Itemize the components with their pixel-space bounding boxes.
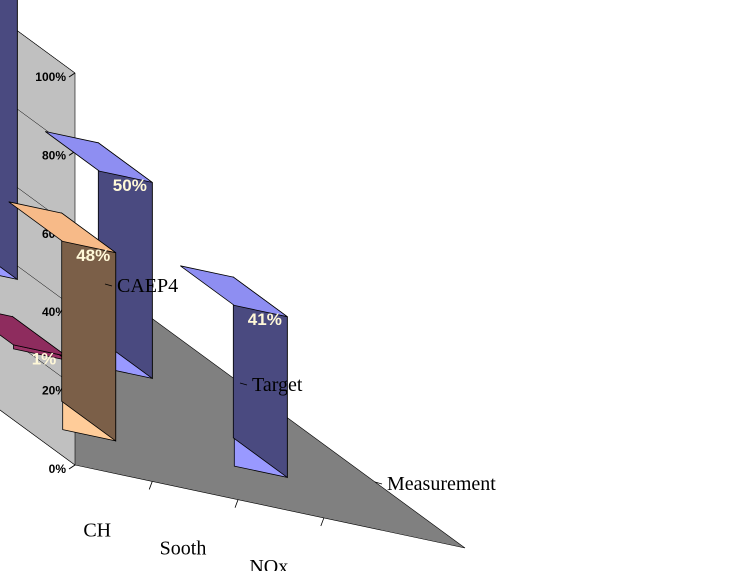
bar-ch-measurement-top — [8, 201, 116, 254]
series-label-target: Target — [252, 374, 303, 396]
bar-ch-measurement — [8, 201, 117, 442]
value-labels: 100%90%100%90%1%50%48%41% — [32, 176, 282, 369]
category-label-sooth: Sooth — [160, 538, 207, 560]
y-tick-label: 0% — [49, 462, 67, 476]
bar-sooth-target — [0, 313, 67, 361]
bar-nox-target-top — [45, 131, 153, 183]
series-tick — [239, 382, 248, 386]
y-tick — [68, 464, 76, 470]
bars — [0, 0, 288, 479]
x-tick — [320, 517, 325, 527]
category-labels: CH Sooth NOx Measurement Target CAEP4 — [83, 275, 496, 571]
bar-ch-measurement-label: 48% — [76, 246, 110, 265]
category-label-ch: CH — [83, 519, 111, 541]
category-label-nox: NOx — [249, 556, 288, 571]
bar-nox-measurement-label: 41% — [248, 310, 282, 329]
y-axis-ticks: 0%20%40%60%80%100% — [35, 70, 76, 476]
y-tick-label: 80% — [42, 148, 66, 162]
bar-sooth-target-top — [0, 313, 67, 357]
y-tick — [68, 72, 76, 78]
bar-nox-measurement — [180, 265, 288, 479]
bar-nox-caep4-side — [0, 0, 18, 281]
y-tick-label: 20% — [42, 384, 66, 398]
series-label-caep4: CAEP4 — [117, 275, 178, 297]
bar-nox-caep4 — [0, 0, 18, 281]
x-tick — [234, 499, 239, 508]
series-label-measurement: Measurement — [387, 473, 496, 495]
bar-sooth-target-label: 1% — [32, 350, 57, 369]
x-tick — [148, 481, 153, 490]
series-tick — [104, 283, 113, 287]
series-tick — [374, 481, 383, 485]
bar-nox-measurement-top — [180, 265, 288, 318]
y-tick-label: 40% — [42, 305, 66, 319]
y-tick-label: 100% — [35, 70, 66, 84]
bar-nox-target-label: 50% — [113, 176, 147, 195]
